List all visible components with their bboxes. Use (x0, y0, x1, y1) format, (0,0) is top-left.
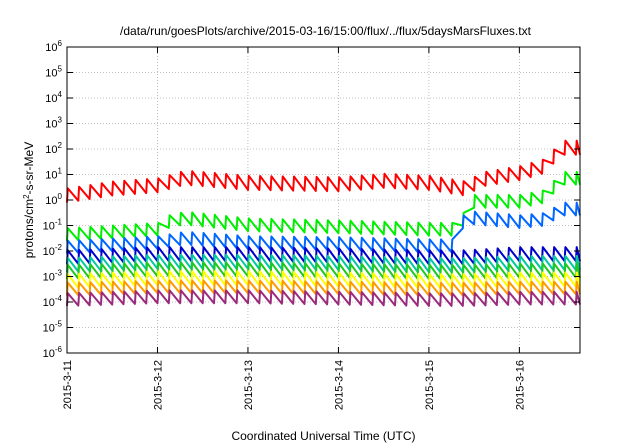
chart-title: /data/run/goesPlots/archive/2015-03-16/1… (120, 24, 532, 38)
y-axis-label: protons/cm2-s-sr-MeV (22, 142, 36, 258)
y-tick-label: 103 (45, 116, 62, 131)
x-tick-label: 2015-3-15 (424, 360, 436, 410)
y-tick-label: 105 (45, 65, 62, 80)
series-layer (66, 139, 581, 307)
y-tick-label: 10-6 (43, 345, 63, 360)
y-axis-label-post: -s-sr-MeV (22, 142, 36, 195)
tick-layer: 10-6 10-5 10-4 10-3 10-2 10-1 100 101 102 103 104 1… (43, 39, 580, 410)
series-line-9 (66, 289, 581, 307)
y-tick-label: 100 (45, 192, 62, 207)
series-line-2 (66, 170, 581, 242)
y-tick-label: 10-2 (43, 243, 63, 258)
y-tick-label: 101 (45, 167, 62, 182)
y-tick-label: 104 (45, 90, 62, 105)
series-line-1 (66, 139, 581, 203)
y-tick-label: 10-4 (43, 294, 63, 309)
x-tick-label: 2015-3-14 (333, 360, 345, 410)
y-tick-label: 106 (45, 39, 62, 54)
x-tick-label: 2015-3-13 (243, 360, 255, 410)
y-tick-label: 10-1 (43, 218, 63, 233)
x-tick-label: 2015-3-12 (152, 360, 164, 410)
x-tick-label: 2015-3-16 (514, 360, 526, 410)
y-axis-label-sup: 2 (22, 194, 31, 199)
y-tick-label: 10-3 (43, 269, 63, 284)
y-axis-label-pre: protons/cm (22, 199, 36, 258)
series-line-4 (66, 246, 581, 266)
x-tick-label: 2015-3-11 (62, 360, 74, 409)
y-tick-label: 102 (45, 141, 62, 156)
x-axis-label: Coordinated Universal Time (UTC) (231, 429, 415, 443)
y-tick-label: 10-5 (43, 320, 63, 335)
